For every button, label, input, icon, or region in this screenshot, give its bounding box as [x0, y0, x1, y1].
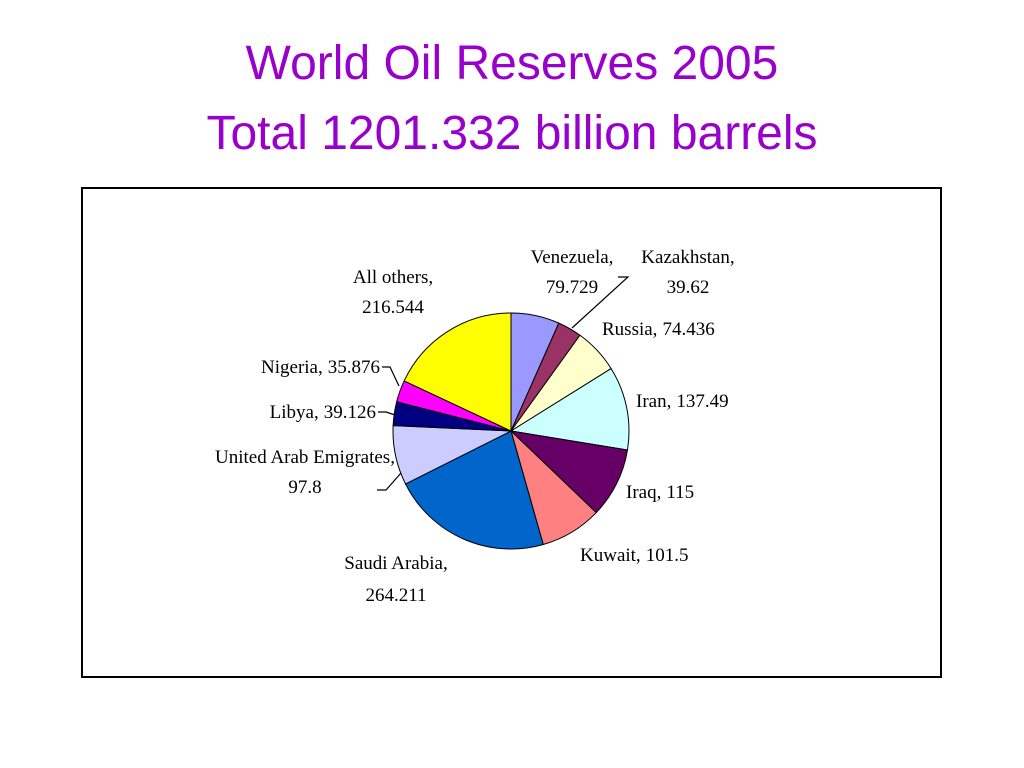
value-label: 79.729 — [546, 277, 598, 298]
leader-line — [377, 472, 402, 491]
value-label: 97.8 — [288, 477, 321, 498]
slice-label: All others, — [353, 267, 433, 288]
value-label: 137.49 — [676, 391, 728, 412]
leader-line — [571, 276, 630, 329]
value-label: 264.211 — [365, 585, 426, 606]
slice-label: Venezuela, — [531, 247, 614, 268]
pie-slice — [509, 367, 630, 451]
value-label: 35.876 — [328, 357, 380, 378]
slice-label: Kuwait, 101.5 — [580, 545, 688, 566]
value-label: 39.62 — [667, 277, 710, 298]
slice-label: Russia, 74.436 — [602, 319, 715, 340]
value-label: 39.126 — [324, 402, 376, 423]
slice-label: Libya, 39.126 — [270, 402, 376, 423]
labels: Venezuela, 79.729 Kazakhstan, 39.62 Russia, 7… — [215, 247, 735, 606]
slice-label: Iraq, 115 — [626, 482, 694, 503]
value-label: 101.5 — [646, 545, 689, 566]
pie-slice — [403, 312, 512, 432]
value-label: 115 — [666, 482, 694, 503]
leader-line — [382, 366, 400, 387]
category-label: Russia, — [602, 319, 657, 340]
pie-slice — [404, 430, 544, 550]
slice-label: Saudi Arabia, — [344, 553, 447, 574]
category-label: Libya, — [270, 402, 319, 423]
slice-label: United Arab Emigrates, — [215, 447, 395, 468]
slice-label: Iran, 137.49 — [636, 391, 729, 412]
value-label: 74.436 — [662, 319, 714, 340]
category-label: Nigeria, — [261, 357, 323, 378]
value-label: 216.544 — [362, 297, 424, 318]
category-label: Kuwait, — [580, 545, 641, 566]
chart-subtitle: Total 1201.332 billion barrels — [206, 107, 817, 160]
leader-line — [378, 411, 396, 416]
category-label: Iran, — [636, 391, 671, 412]
pie — [392, 312, 630, 550]
slice-label: Kazakhstan, — [641, 247, 734, 268]
category-label: Iraq, — [626, 482, 661, 503]
slice-label: Nigeria, 35.876 — [261, 357, 380, 378]
chart-title: World Oil Reserves 2005 — [246, 37, 779, 90]
